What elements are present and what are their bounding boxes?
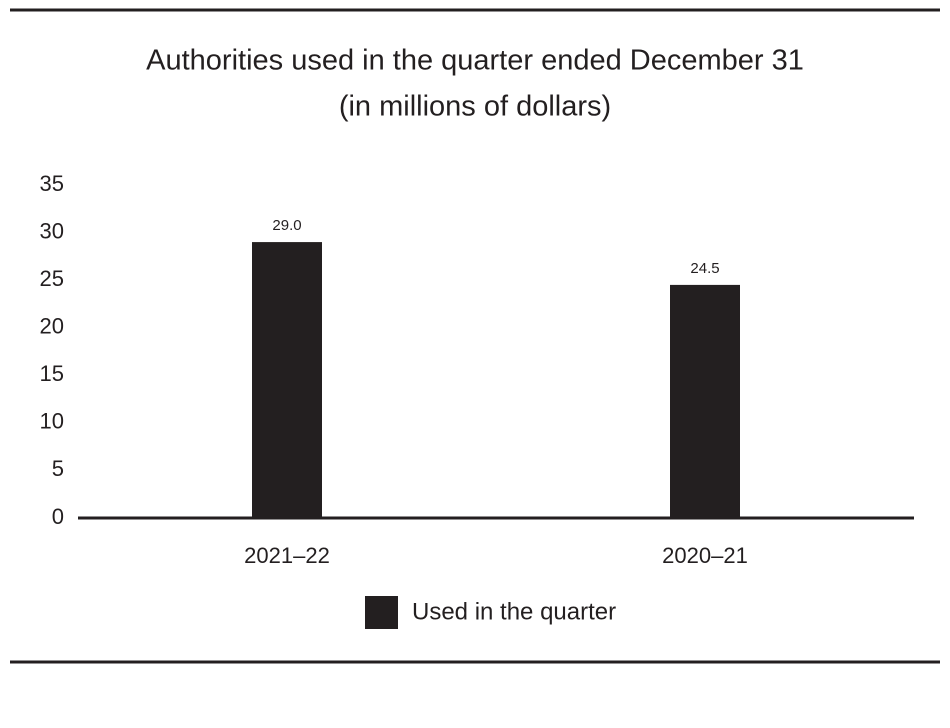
y-tick-label: 15 <box>40 361 64 386</box>
legend-label: Used in the quarter <box>412 598 616 625</box>
value-label: 29.0 <box>272 217 301 234</box>
x-tick-label: 2021–22 <box>244 543 330 568</box>
bar <box>252 242 322 519</box>
legend-swatch <box>365 596 398 629</box>
bar <box>670 284 740 518</box>
y-tick-label: 0 <box>52 504 64 529</box>
y-tick-label: 35 <box>40 171 64 196</box>
chart-subtitle: (in millions of dollars) <box>339 91 611 123</box>
y-tick-label: 20 <box>40 314 64 339</box>
y-tick-label: 5 <box>52 456 64 481</box>
y-tick-label: 25 <box>40 266 64 291</box>
value-label: 24.5 <box>690 260 719 277</box>
chart-title: Authorities used in the quarter ended De… <box>146 45 804 77</box>
y-tick-label: 30 <box>40 218 64 243</box>
y-tick-label: 10 <box>40 409 64 434</box>
x-tick-label: 2020–21 <box>662 543 748 568</box>
